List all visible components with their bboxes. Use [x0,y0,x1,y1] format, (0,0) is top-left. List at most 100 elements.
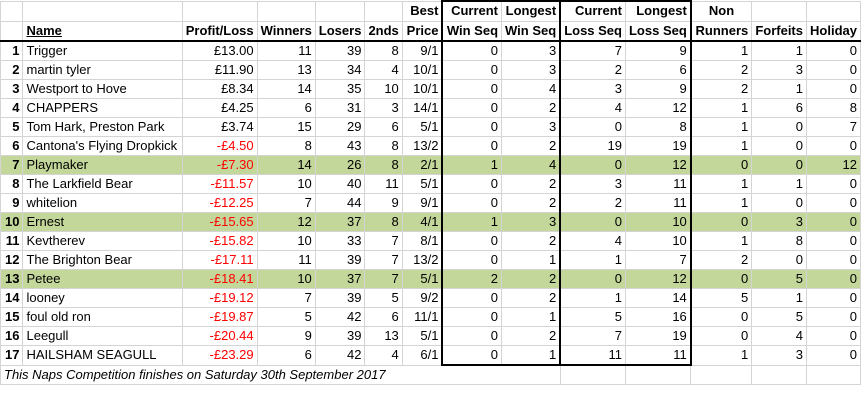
holiday-cell[interactable]: 0 [805,136,861,156]
name-cell[interactable]: martin tyler [22,60,183,80]
header-forfeits[interactable]: Forfeits [751,20,807,42]
name-cell[interactable]: Cantona's Flying Dropkick [22,136,183,156]
name-cell[interactable]: Kevtherev [22,231,183,251]
longest-win-seq-cell[interactable]: 3 [501,40,562,61]
current-loss-seq-cell[interactable]: 4 [559,98,626,118]
winners-cell[interactable]: 7 [256,288,316,308]
current-loss-seq-cell[interactable]: 3 [559,79,626,99]
profit-cell[interactable]: £11.90 [181,60,258,80]
current-win-seq-cell[interactable]: 0 [441,193,503,213]
current-win-seq-cell[interactable]: 0 [441,307,503,327]
non-runners-cell[interactable]: 1 [690,40,753,61]
seconds-cell[interactable]: 8 [364,40,403,61]
longest-win-seq-cell[interactable]: 1 [501,345,562,366]
forfeits-cell[interactable]: 0 [751,155,807,175]
name-cell[interactable]: HAILSHAM SEAGULL [22,345,183,366]
profit-cell[interactable]: -£15.65 [181,212,258,232]
seconds-cell[interactable]: 3 [364,98,403,118]
price-cell[interactable]: 9/1 [401,193,443,213]
table-row[interactable]: 16 Leegull -£20.44 9 39 13 5/1 0 2 7 19 0 4 0 [0,326,861,346]
header-loss-seq-current[interactable]: Loss Seq [559,20,626,42]
table-row[interactable]: 2 martin tyler £11.90 13 34 4 10/1 0 3 2 6 2 3 0 [0,60,861,80]
current-win-seq-cell[interactable]: 0 [441,60,503,80]
header-losers[interactable]: Losers [314,20,366,42]
winners-cell[interactable]: 9 [256,326,316,346]
seconds-cell[interactable]: 10 [364,79,403,99]
name-cell[interactable]: Leegull [22,326,183,346]
current-loss-seq-cell[interactable]: 7 [559,40,626,61]
longest-loss-seq-cell[interactable]: 6 [624,60,692,80]
longest-win-seq-cell[interactable]: 2 [501,288,562,308]
forfeits-cell[interactable]: 4 [751,326,807,346]
position-cell[interactable]: 12 [0,250,24,270]
forfeits-cell[interactable]: 5 [751,269,807,289]
current-loss-seq-cell[interactable]: 11 [559,345,626,366]
longest-loss-seq-cell[interactable]: 10 [624,231,692,251]
current-win-seq-cell[interactable]: 0 [441,288,503,308]
losers-cell[interactable]: 44 [314,193,366,213]
losers-cell[interactable]: 39 [314,326,366,346]
losers-cell[interactable]: 26 [314,155,366,175]
non-runners-cell[interactable]: 0 [690,212,753,232]
table-row[interactable]: 8 The Larkfield Bear -£11.57 10 40 11 5/1 0 2 3 11… [0,174,861,194]
position-cell[interactable]: 13 [0,269,24,289]
header-win-seq-longest[interactable]: Win Seq [501,20,562,42]
longest-loss-seq-cell[interactable]: 10 [624,212,692,232]
position-cell[interactable]: 11 [0,231,24,251]
non-runners-cell[interactable]: 2 [690,250,753,270]
non-runners-cell[interactable]: 0 [690,326,753,346]
seconds-cell[interactable]: 11 [364,174,403,194]
forfeits-cell[interactable]: 0 [751,250,807,270]
table-row[interactable]: 10 Ernest -£15.65 12 37 8 4/1 1 3 0 10 0 3 0 [0,212,861,232]
current-loss-seq-cell[interactable]: 2 [559,193,626,213]
price-cell[interactable]: 5/1 [401,269,443,289]
seconds-cell[interactable]: 8 [364,212,403,232]
price-cell[interactable]: 13/2 [401,136,443,156]
price-cell[interactable]: 11/1 [401,307,443,327]
header-longest-win[interactable]: Longest [501,0,562,22]
losers-cell[interactable]: 34 [314,60,366,80]
forfeits-cell[interactable]: 3 [751,60,807,80]
profit-cell[interactable]: -£19.87 [181,307,258,327]
price-cell[interactable]: 8/1 [401,231,443,251]
current-win-seq-cell[interactable]: 0 [441,136,503,156]
profit-cell[interactable]: -£19.12 [181,288,258,308]
longest-win-seq-cell[interactable]: 2 [501,136,562,156]
table-row[interactable]: 3 Westport to Hove £8.34 14 35 10 10/1 0 4 3 9 2 1 0 [0,79,861,99]
table-row[interactable]: 6 Cantona's Flying Dropkick -£4.50 8 43 8 13/2… [0,136,861,156]
profit-cell[interactable]: -£17.11 [181,250,258,270]
winners-cell[interactable]: 6 [256,98,316,118]
profit-cell[interactable]: £8.34 [181,79,258,99]
winners-cell[interactable]: 8 [256,136,316,156]
current-win-seq-cell[interactable]: 0 [441,250,503,270]
holiday-cell[interactable]: 0 [805,250,861,270]
profit-cell[interactable]: -£7.30 [181,155,258,175]
header-best[interactable]: Best [401,0,443,22]
winners-cell[interactable]: 14 [256,155,316,175]
losers-cell[interactable]: 42 [314,307,366,327]
name-cell[interactable]: Westport to Hove [22,79,183,99]
position-cell[interactable]: 1 [0,40,24,61]
current-loss-seq-cell[interactable]: 1 [559,288,626,308]
price-cell[interactable]: 10/1 [401,79,443,99]
price-cell[interactable]: 9/2 [401,288,443,308]
name-cell[interactable]: Trigger [22,40,183,61]
price-cell[interactable]: 5/1 [401,117,443,137]
current-loss-seq-cell[interactable]: 0 [559,212,626,232]
current-loss-seq-cell[interactable]: 0 [559,269,626,289]
header-loss-seq-longest[interactable]: Loss Seq [624,20,692,42]
price-cell[interactable]: 9/1 [401,40,443,61]
name-cell[interactable]: foul old ron [22,307,183,327]
forfeits-cell[interactable]: 0 [751,117,807,137]
current-win-seq-cell[interactable]: 1 [441,212,503,232]
longest-win-seq-cell[interactable]: 2 [501,231,562,251]
profit-cell[interactable]: -£4.50 [181,136,258,156]
current-win-seq-cell[interactable]: 0 [441,117,503,137]
current-win-seq-cell[interactable]: 1 [441,155,503,175]
profit-cell[interactable]: £4.25 [181,98,258,118]
current-loss-seq-cell[interactable]: 3 [559,174,626,194]
price-cell[interactable]: 10/1 [401,60,443,80]
longest-win-seq-cell[interactable]: 3 [501,212,562,232]
profit-cell[interactable]: -£11.57 [181,174,258,194]
current-loss-seq-cell[interactable]: 4 [559,231,626,251]
